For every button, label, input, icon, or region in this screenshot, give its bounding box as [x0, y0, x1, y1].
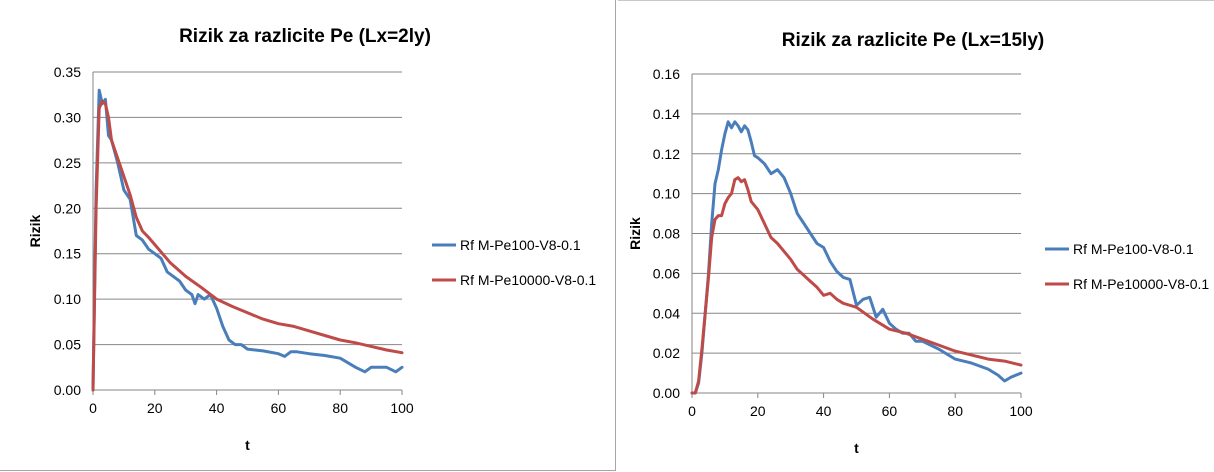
- x-tick-label: 80: [947, 403, 963, 419]
- y-tick-label: 0.08: [653, 226, 680, 242]
- y-tick-label: 0.04: [653, 305, 680, 321]
- chart-right: 0.00 0.02 0.04 0.06 0.08 0.10 0.12 0.14 0.16 0 20 4…: [627, 30, 1209, 456]
- x-tick-label: 80: [332, 400, 348, 416]
- legend-label-2: Rf M-Pe10000-V8-0.1: [1073, 276, 1209, 292]
- x-axis-label: t: [854, 440, 859, 456]
- chart-panel-left: 0.00 0.05 0.10 0.15 0.20 0.25 0.30 0.35 0 20 40 60 8…: [0, 0, 616, 471]
- x-tick-label: 0: [688, 403, 696, 419]
- y-tick-label: 0.30: [54, 109, 81, 125]
- y-tick-label: 0.12: [653, 146, 680, 162]
- y-tick-label: 0.00: [54, 382, 81, 398]
- chart-title: Rizik za razlicite Pe (Lx=15ly): [782, 30, 1044, 51]
- y-tick-label: 0.02: [653, 345, 680, 361]
- x-tick-label: 100: [1009, 403, 1033, 419]
- y-tick-label: 0.14: [653, 106, 680, 122]
- y-tick-label: 0.10: [54, 291, 81, 307]
- x-tick-label: 20: [750, 403, 766, 419]
- chart-left: 0.00 0.05 0.10 0.15 0.20 0.25 0.30 0.35 0 20 40 60 8…: [27, 26, 596, 453]
- y-tick-label: 0.10: [653, 186, 680, 202]
- x-axis-label: t: [245, 437, 250, 453]
- legend-label-2: Rf M-Pe10000-V8-0.1: [460, 272, 596, 288]
- y-tick-label: 0.35: [54, 64, 81, 80]
- x-tick-label: 0: [89, 400, 97, 416]
- series-line-2: [690, 176, 1023, 395]
- x-tick-label: 60: [271, 400, 287, 416]
- x-tick-label: 40: [816, 403, 832, 419]
- y-axis-label: Rizik: [27, 214, 43, 247]
- y-tick-label: 0.06: [653, 265, 680, 281]
- chart-panel-right: 0.00 0.02 0.04 0.06 0.08 0.10 0.12 0.14 0.16 0 20 4…: [618, 0, 1214, 471]
- legend-label-1: Rf M-Pe100-V8-0.1: [1073, 241, 1194, 257]
- series-line-1: [91, 88, 404, 392]
- y-tick-label: 0.16: [653, 66, 680, 82]
- y-tick-label: 0.20: [54, 200, 81, 216]
- x-tick-label: 100: [390, 400, 414, 416]
- series-line-2: [91, 99, 404, 392]
- y-axis-label: Rizik: [627, 217, 643, 250]
- y-tick-label: 0.15: [54, 246, 81, 262]
- x-tick-label: 40: [209, 400, 225, 416]
- x-tick-label: 60: [882, 403, 898, 419]
- series-line-1: [690, 120, 1023, 395]
- legend-label-1: Rf M-Pe100-V8-0.1: [460, 237, 581, 253]
- y-tick-label: 0.00: [653, 385, 680, 401]
- x-tick-label: 20: [147, 400, 163, 416]
- chart-title: Rizik za razlicite Pe (Lx=2ly): [179, 26, 431, 47]
- y-tick-label: 0.25: [54, 155, 81, 171]
- y-tick-label: 0.05: [54, 337, 81, 353]
